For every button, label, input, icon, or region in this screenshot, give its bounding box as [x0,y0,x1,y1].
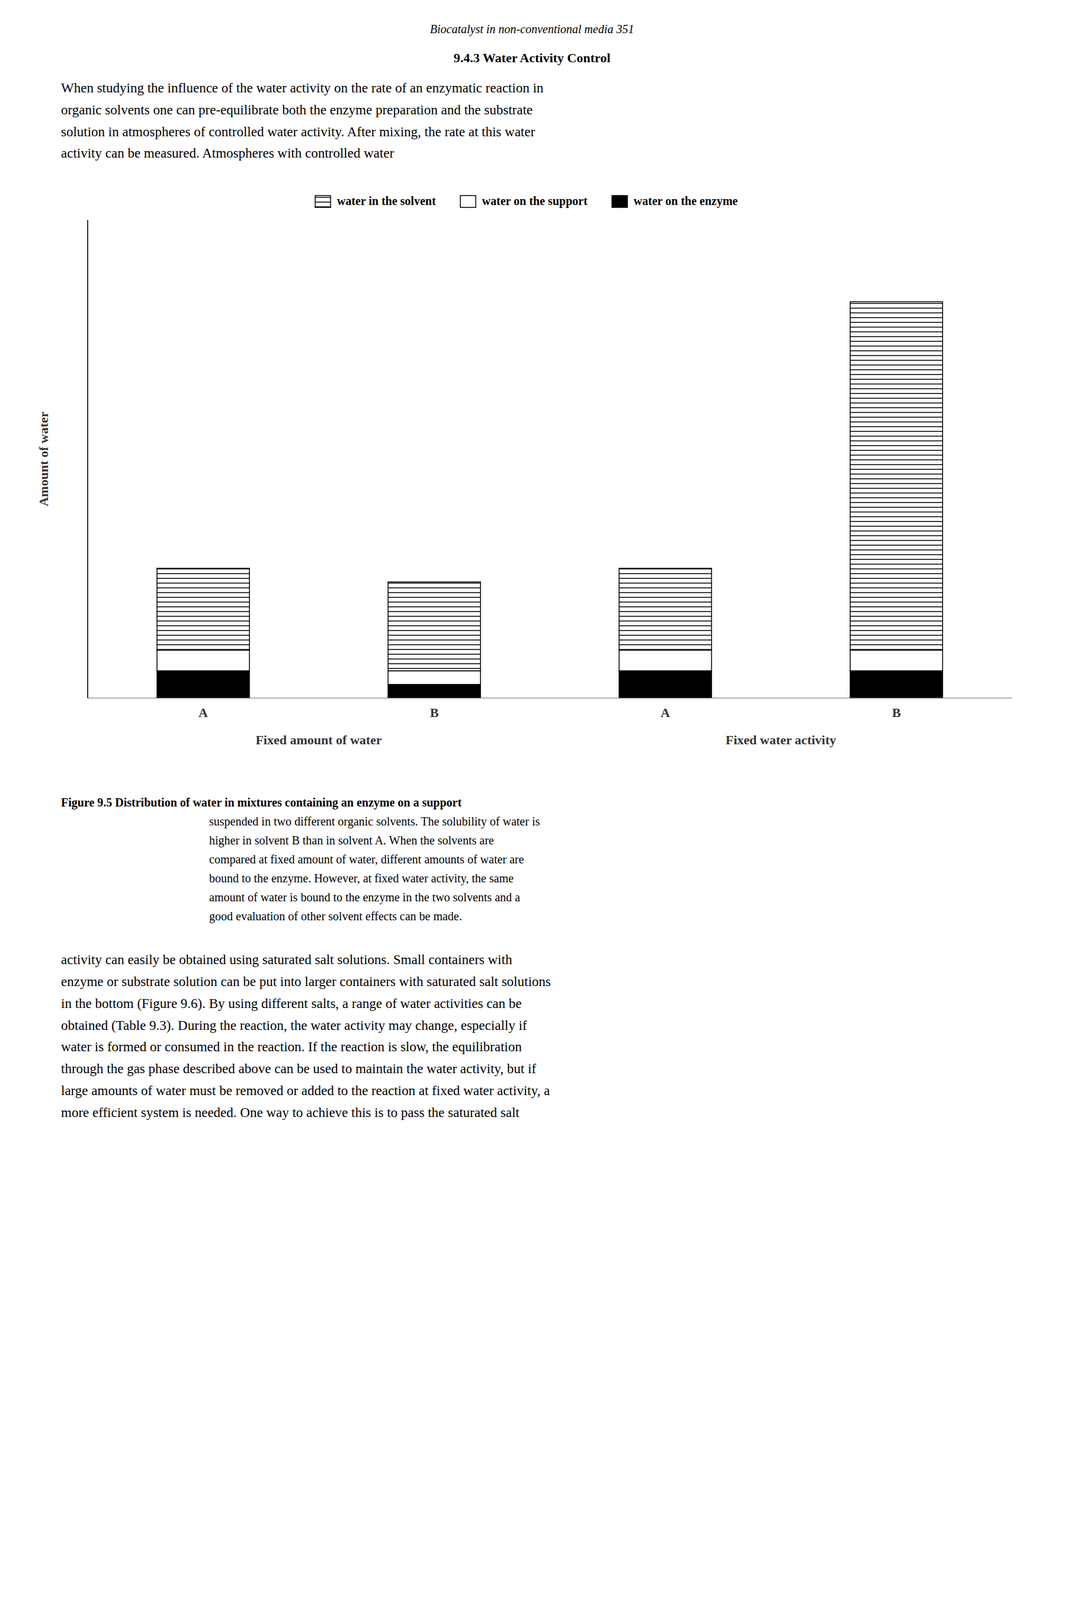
svg-text:B: B [430,705,440,720]
svg-text:B: B [892,705,902,720]
svg-text:A: A [660,705,671,720]
html-text:activity can easily be obtaine: activity can easily be obtained using sa… [61,952,551,1120]
svg-text:A: A [198,705,208,720]
svg-text:Fixed water activity: Fixed water activity [725,732,837,748]
html-text:Biocatalyst in non-conventiona: Biocatalyst in non-conventional media 35… [429,22,635,36]
svg-text:Fixed amount of water: Fixed amount of water [255,732,382,748]
html-text:Figure 9.5 Distribution of wat: Figure 9.5 Distribution of water in mixt… [61,795,462,809]
html-text:water in the solvent: water in the solvent [336,194,436,208]
svg-text:Amount of water: Amount of water [36,411,51,506]
html-text:water on the enzyme: water on the enzyme [633,194,738,208]
html-text:9.4.3 Water Activity Control: 9.4.3 Water Activity Control [453,50,611,66]
html-text:When studying the influence of: When studying the influence of the water… [61,80,544,161]
html-text:suspended in two different org: suspended in two different organic solve… [209,814,540,923]
html-text:water on the support: water on the support [482,194,588,208]
